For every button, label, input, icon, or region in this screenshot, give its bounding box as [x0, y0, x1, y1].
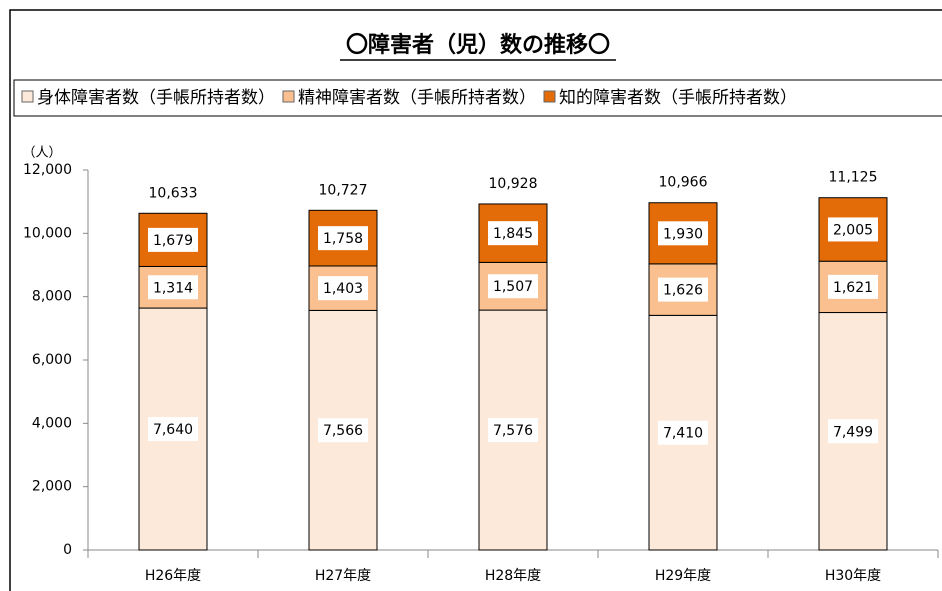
data-label-bg	[488, 274, 538, 299]
legend-box	[13, 79, 942, 117]
y-tick-label: 10,000	[23, 225, 72, 241]
legend-label: 知的障害者数（手帳所持者数）	[559, 88, 797, 108]
y-tick-label: 8,000	[32, 289, 72, 305]
data-label-bg	[148, 417, 198, 442]
data-label: 1,845	[493, 226, 533, 242]
data-label: 7,640	[153, 422, 193, 438]
y-tick-label: 6,000	[32, 352, 72, 368]
frame	[9, 9, 942, 591]
data-label: 7,576	[493, 423, 533, 439]
data-label: 7,410	[663, 426, 703, 442]
data-label: 1,626	[663, 283, 703, 299]
total-label: 10,928	[489, 176, 538, 192]
data-label-bg	[318, 418, 368, 443]
x-tick-label: H27年度	[315, 568, 371, 584]
x-tick-label: H26年度	[145, 568, 201, 584]
total-label: 10,727	[319, 182, 368, 198]
y-tick-label: 4,000	[32, 415, 72, 431]
data-label: 7,499	[833, 424, 873, 440]
data-label: 1,930	[663, 226, 703, 242]
data-label-bg	[488, 418, 538, 443]
x-tick-label: H30年度	[825, 568, 881, 584]
data-label: 7,566	[323, 423, 363, 439]
data-label: 1,507	[493, 279, 533, 295]
legend-label: 精神障害者数（手帳所持者数）	[298, 88, 536, 108]
data-label: 2,005	[833, 222, 873, 238]
legend-swatch	[282, 90, 295, 103]
data-label-bg	[488, 221, 538, 246]
data-label-bg	[318, 226, 368, 251]
data-label-bg	[658, 420, 708, 445]
data-label-bg	[658, 221, 708, 246]
total-label: 10,633	[149, 185, 198, 201]
legend-swatch	[543, 90, 556, 103]
total-label: 10,966	[659, 175, 708, 191]
data-label: 1,403	[323, 281, 363, 297]
x-tick-label: H29年度	[655, 568, 711, 584]
data-label-bg	[828, 217, 878, 242]
data-label: 1,679	[153, 233, 193, 249]
data-label-bg	[828, 419, 878, 444]
data-label-bg	[148, 227, 198, 252]
total-label: 11,125	[829, 170, 878, 186]
data-label: 1,621	[833, 280, 873, 296]
y-tick-label: 0	[63, 542, 72, 558]
y-unit: （人）	[22, 146, 61, 161]
data-label-bg	[318, 276, 368, 301]
data-label-bg	[828, 274, 878, 299]
y-tick-label: 2,000	[32, 479, 72, 495]
data-label: 1,314	[153, 280, 193, 296]
data-label-bg	[148, 275, 198, 300]
data-label-bg	[658, 277, 708, 302]
data-label: 1,758	[323, 231, 363, 247]
x-tick-label: H28年度	[485, 568, 541, 584]
chart-title: 〇障害者（児）数の推移〇	[346, 32, 610, 58]
legend-swatch	[21, 90, 34, 103]
legend-label: 身体障害者数（手帳所持者数）	[37, 88, 275, 108]
y-tick-label: 12,000	[23, 162, 72, 178]
